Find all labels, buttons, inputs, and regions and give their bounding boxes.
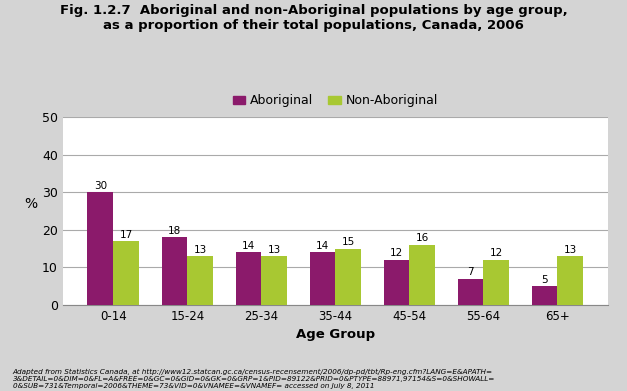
Bar: [236, 253, 261, 305]
Bar: [113, 241, 139, 305]
Text: 14: 14: [242, 241, 255, 251]
Bar: [335, 249, 361, 305]
Text: 16: 16: [416, 233, 429, 244]
Text: 13: 13: [268, 245, 281, 255]
Text: Fig. 1.2.7  Aboriginal and non-Aboriginal populations by age group,
as a proport: Fig. 1.2.7 Aboriginal and non-Aboriginal…: [60, 4, 567, 32]
Bar: [532, 286, 557, 305]
Text: 5: 5: [541, 275, 548, 285]
Bar: [458, 279, 483, 305]
Bar: [557, 256, 583, 305]
Text: Adapted from Statistics Canada, at http://www12.statcan.gc.ca/census-recensement: Adapted from Statistics Canada, at http:…: [13, 369, 495, 389]
Text: 12: 12: [390, 248, 403, 258]
Bar: [261, 256, 287, 305]
X-axis label: Age Group: Age Group: [296, 328, 375, 341]
Text: 17: 17: [120, 230, 133, 240]
Text: 18: 18: [168, 226, 181, 236]
Text: 15: 15: [342, 237, 355, 247]
Bar: [310, 253, 335, 305]
Text: 12: 12: [490, 248, 503, 258]
Bar: [409, 245, 435, 305]
Bar: [483, 260, 509, 305]
Text: 30: 30: [94, 181, 107, 191]
Bar: [187, 256, 213, 305]
Text: 14: 14: [316, 241, 329, 251]
Bar: [162, 237, 187, 305]
Legend: Aboriginal, Non-Aboriginal: Aboriginal, Non-Aboriginal: [233, 94, 438, 107]
Text: 13: 13: [194, 245, 207, 255]
Y-axis label: %: %: [24, 197, 37, 211]
Text: 13: 13: [564, 245, 577, 255]
Text: 7: 7: [467, 267, 474, 277]
Bar: [384, 260, 409, 305]
Bar: [88, 192, 113, 305]
